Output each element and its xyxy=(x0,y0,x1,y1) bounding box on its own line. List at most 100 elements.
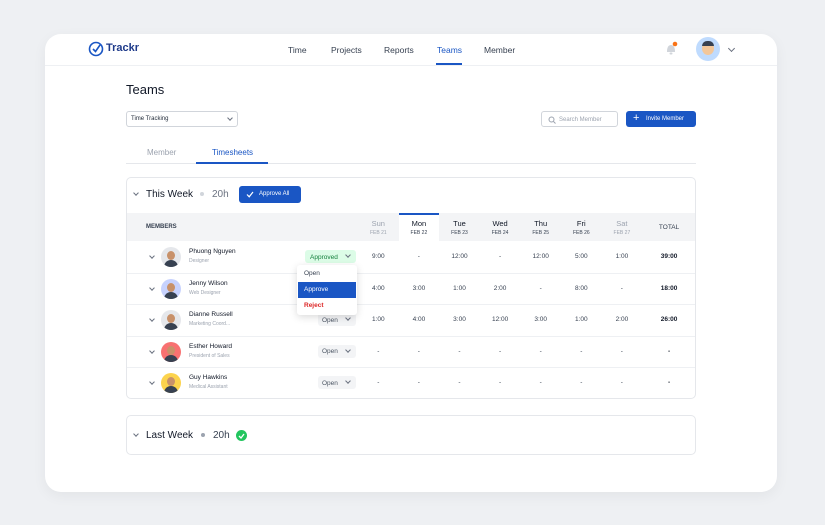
hours-cell: - xyxy=(539,284,542,292)
hours-cell: - xyxy=(458,379,461,386)
hours-cell: 12:00 xyxy=(532,253,549,260)
status-label: Open xyxy=(322,379,338,387)
logo: Trackr xyxy=(106,42,140,54)
status-select[interactable] xyxy=(318,344,356,358)
separator-dot xyxy=(200,192,204,196)
hours-cell: 3:00 xyxy=(412,284,426,292)
hours-cell: 12:00 xyxy=(451,253,468,260)
nav-item[interactable]: Teams xyxy=(437,45,463,55)
hours-cell: - xyxy=(620,284,623,292)
hours-cell: 5:00 xyxy=(574,253,588,260)
member-avatar xyxy=(161,310,181,330)
section-hours: 20h xyxy=(213,430,230,441)
hours-cell: - xyxy=(417,379,420,386)
day-date: FEB 21 xyxy=(369,230,387,236)
nav-item[interactable]: Reports xyxy=(384,45,414,55)
day-date: FEB 27 xyxy=(613,230,631,236)
hours-cell: 9:00 xyxy=(371,253,385,260)
day-name: Sat xyxy=(616,219,628,228)
menu-highlight xyxy=(298,282,356,298)
menu-option[interactable]: Open xyxy=(304,270,320,277)
hours-cell: - xyxy=(377,347,380,355)
member-name: Phuong Nguyen xyxy=(189,248,236,255)
hours-cell: 1:00 xyxy=(615,253,629,260)
hours-cell: - xyxy=(458,347,461,355)
member-name: Jenny Wilson xyxy=(189,279,228,287)
page-title: Teams xyxy=(126,82,165,97)
hours-cell: 3:00 xyxy=(534,316,548,323)
day-date: FEB 22 xyxy=(410,230,428,236)
search-input[interactable]: Search Member xyxy=(541,111,618,127)
approved-check xyxy=(236,430,247,441)
hours-cell: - xyxy=(499,347,502,355)
section-title: Last Week xyxy=(146,430,194,441)
hours-cell: - xyxy=(580,379,583,386)
member-name: Esther Howard xyxy=(189,342,232,350)
menu-option[interactable]: Reject xyxy=(304,302,324,309)
hours-cell: - xyxy=(580,347,583,355)
total-cell: 18:00 xyxy=(660,284,678,292)
day-date: FEB 23 xyxy=(451,230,468,236)
status-label: Open xyxy=(322,316,338,324)
status-label: Open xyxy=(322,348,338,355)
day-name: Wed xyxy=(492,219,508,228)
member-name: Guy Hawkins xyxy=(189,374,228,381)
member-role: President of Sales xyxy=(189,352,230,359)
hours-cell: - xyxy=(417,347,420,355)
user-avatar[interactable] xyxy=(696,37,720,61)
hours-cell: 4:00 xyxy=(371,284,385,292)
invite-label: Invite Member xyxy=(646,115,685,122)
hours-cell: 2:00 xyxy=(615,316,629,323)
member-avatar xyxy=(161,247,181,267)
hours-cell: - xyxy=(620,347,623,355)
day-name: Fri xyxy=(576,219,586,228)
search-placeholder: Search Member xyxy=(559,116,602,123)
total-cell: 39:00 xyxy=(660,253,678,260)
row-divider xyxy=(127,367,695,368)
section-title: This Week xyxy=(146,189,194,200)
approve-all-button[interactable] xyxy=(239,186,301,203)
tab[interactable]: Timesheets xyxy=(212,148,254,157)
invite-member-button[interactable]: + Invite Member xyxy=(626,111,696,127)
tabs-divider xyxy=(126,163,696,164)
hours-cell: - xyxy=(539,379,542,386)
hours-cell: 1:00 xyxy=(371,316,385,323)
hours-cell: 3:00 xyxy=(453,316,466,323)
menu-option[interactable]: Approve xyxy=(304,286,329,293)
this-week-section xyxy=(126,177,696,399)
day-name: Tue xyxy=(453,219,466,228)
status-select[interactable] xyxy=(318,313,356,326)
total-cell: - xyxy=(668,379,671,386)
member-avatar xyxy=(161,278,181,299)
tab[interactable]: Member xyxy=(147,148,177,157)
member-avatar xyxy=(161,373,181,393)
nav-item[interactable]: Time xyxy=(288,45,307,55)
day-date: FEB 24 xyxy=(491,230,509,236)
day-date: FEB 25 xyxy=(532,230,550,236)
day-name: Sun xyxy=(371,219,385,228)
notification-bell[interactable] xyxy=(664,41,678,57)
row-divider xyxy=(127,304,695,305)
hours-cell: - xyxy=(417,253,420,260)
hours-cell: - xyxy=(377,379,380,386)
hours-cell: - xyxy=(539,347,542,355)
nav-item[interactable]: Projects xyxy=(331,45,362,55)
approve-all-label: Approve All xyxy=(259,191,290,197)
filter-label: Time Tracking xyxy=(131,116,169,122)
status-label: Approved xyxy=(310,253,338,261)
hours-cell: 1:00 xyxy=(574,316,588,323)
section-hours: 20h xyxy=(212,189,229,200)
day-date: FEB 26 xyxy=(572,230,590,236)
hours-cell: 1:00 xyxy=(453,284,466,292)
filter-select[interactable]: Time Tracking xyxy=(126,111,238,127)
status-select[interactable] xyxy=(318,376,356,389)
member-role: Medical Assistant xyxy=(189,384,228,390)
nav-item[interactable]: Member xyxy=(484,45,516,55)
member-role: Web Designer xyxy=(189,289,221,296)
hours-cell: 12:00 xyxy=(491,316,509,323)
status-select[interactable] xyxy=(305,250,356,263)
header-divider xyxy=(45,65,777,66)
active-tab-indicator xyxy=(196,162,268,164)
separator-dot xyxy=(201,433,205,437)
